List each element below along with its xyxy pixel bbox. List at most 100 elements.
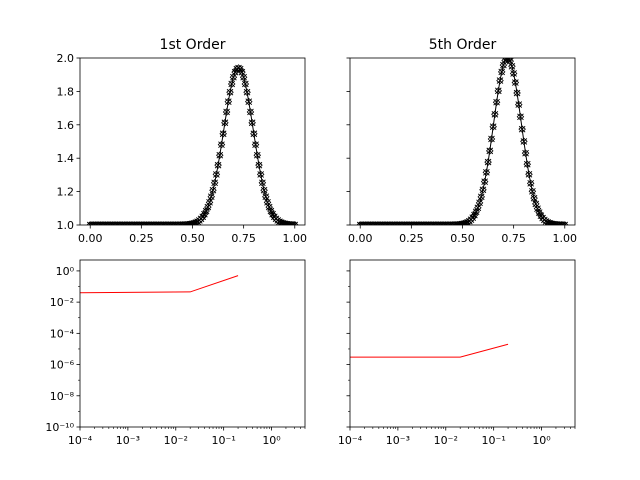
diamond-marker xyxy=(224,97,233,106)
x-marker xyxy=(219,130,227,138)
diamond-marker xyxy=(205,198,214,207)
diamond-marker xyxy=(409,221,417,225)
plot-area xyxy=(350,343,509,358)
x-marker xyxy=(517,113,524,121)
diamond-marker xyxy=(557,221,566,225)
diamond-marker xyxy=(210,178,219,187)
x-marker xyxy=(218,141,225,148)
diamond-marker xyxy=(100,221,108,225)
diamond-marker xyxy=(216,151,224,159)
y-tick-label: 10⁻⁸ xyxy=(50,390,75,403)
subplot-4: 10⁻⁴ 10⁻³ 10⁻² 10⁻¹ 10⁰ xyxy=(338,259,576,447)
x-tick-label: 10⁻² xyxy=(164,434,188,447)
diamond-marker xyxy=(115,221,123,225)
diamond-marker xyxy=(112,221,120,225)
diamond-marker xyxy=(234,64,243,72)
diamond-marker xyxy=(477,193,486,201)
diamond-marker xyxy=(470,211,479,219)
diamond-marker xyxy=(443,221,451,225)
diamond-marker xyxy=(106,221,115,225)
diamond-marker xyxy=(226,88,234,96)
diamond-marker xyxy=(88,221,96,225)
diamond-marker xyxy=(289,221,297,225)
x-marker xyxy=(484,158,492,166)
diamond-marker xyxy=(422,221,431,225)
diamond-marker xyxy=(468,213,477,222)
x-marker xyxy=(201,210,208,218)
x-marker xyxy=(267,207,275,215)
diamond-marker xyxy=(487,135,496,143)
diamond-marker xyxy=(419,221,428,225)
diamond-marker xyxy=(438,221,446,225)
error-line-1 xyxy=(80,275,239,294)
diamond-marker xyxy=(195,216,204,225)
x-marker xyxy=(242,80,249,88)
diamond-marker xyxy=(149,221,158,225)
x-tick-label: 10⁻³ xyxy=(386,434,410,447)
x-marker xyxy=(529,187,536,195)
diamond-marker xyxy=(256,170,265,179)
y-tick-label: 1.6 xyxy=(57,119,75,132)
diamond-marker xyxy=(110,221,118,225)
diamond-marker xyxy=(151,221,159,225)
diamond-marker xyxy=(173,221,181,225)
diamond-marker xyxy=(537,211,545,220)
x-tick-label: 10⁰ xyxy=(262,434,281,447)
diamond-marker xyxy=(439,221,448,225)
diamond-marker xyxy=(262,192,270,201)
x-tick-label: 1.00 xyxy=(553,232,578,245)
x-marker xyxy=(493,98,500,106)
diamond-marker xyxy=(169,221,178,225)
diamond-marker xyxy=(364,221,373,225)
series-line xyxy=(90,67,295,225)
diamond-marker xyxy=(501,58,509,65)
diamond-marker xyxy=(492,98,501,106)
diamond-marker xyxy=(227,80,236,88)
subplot-2: 5th Order 0.00 0.25 0.50 0.75 1.00 xyxy=(346,37,578,245)
diamond-marker xyxy=(467,215,475,224)
diamond-marker xyxy=(291,221,299,225)
x-marker xyxy=(471,211,478,219)
error-line-1 xyxy=(350,343,509,358)
diamond-marker xyxy=(139,221,147,225)
x-marker xyxy=(481,178,488,185)
diamond-marker xyxy=(94,221,103,225)
diamond-marker xyxy=(161,221,169,225)
diamond-marker xyxy=(244,97,253,106)
diamond-marker xyxy=(221,118,229,127)
diamond-marker xyxy=(526,179,535,188)
diamond-marker xyxy=(392,221,400,225)
x-marker xyxy=(253,151,261,159)
x-marker xyxy=(510,70,517,77)
diamond-marker xyxy=(175,221,183,225)
diamond-marker xyxy=(154,221,163,225)
diamond-marker xyxy=(91,221,100,225)
diamond-marker xyxy=(424,221,433,225)
diamond-marker xyxy=(378,221,387,225)
x-marker xyxy=(216,151,224,159)
x-marker xyxy=(520,138,528,145)
diamond-marker xyxy=(152,221,161,225)
diamond-marker xyxy=(404,221,412,225)
diamond-marker xyxy=(258,178,267,187)
diamond-marker xyxy=(120,221,129,225)
diamond-marker xyxy=(555,221,564,225)
diamond-marker xyxy=(89,221,98,225)
diamond-marker xyxy=(250,129,258,138)
diamond-marker xyxy=(231,68,239,76)
diamond-marker xyxy=(122,221,130,225)
diamond-marker xyxy=(142,221,151,225)
x-marker xyxy=(518,125,526,133)
diamond-marker xyxy=(448,221,457,225)
x-marker xyxy=(221,119,229,127)
diamond-marker xyxy=(125,221,134,225)
x-marker xyxy=(515,101,523,108)
diamond-marker xyxy=(214,161,222,169)
x-marker xyxy=(243,88,251,96)
y-tick-label: 1.8 xyxy=(57,85,75,98)
x-tick-label: 10⁻⁴ xyxy=(338,434,363,447)
x-marker xyxy=(252,141,259,148)
diamond-marker xyxy=(103,221,112,225)
diamond-marker xyxy=(241,80,250,88)
